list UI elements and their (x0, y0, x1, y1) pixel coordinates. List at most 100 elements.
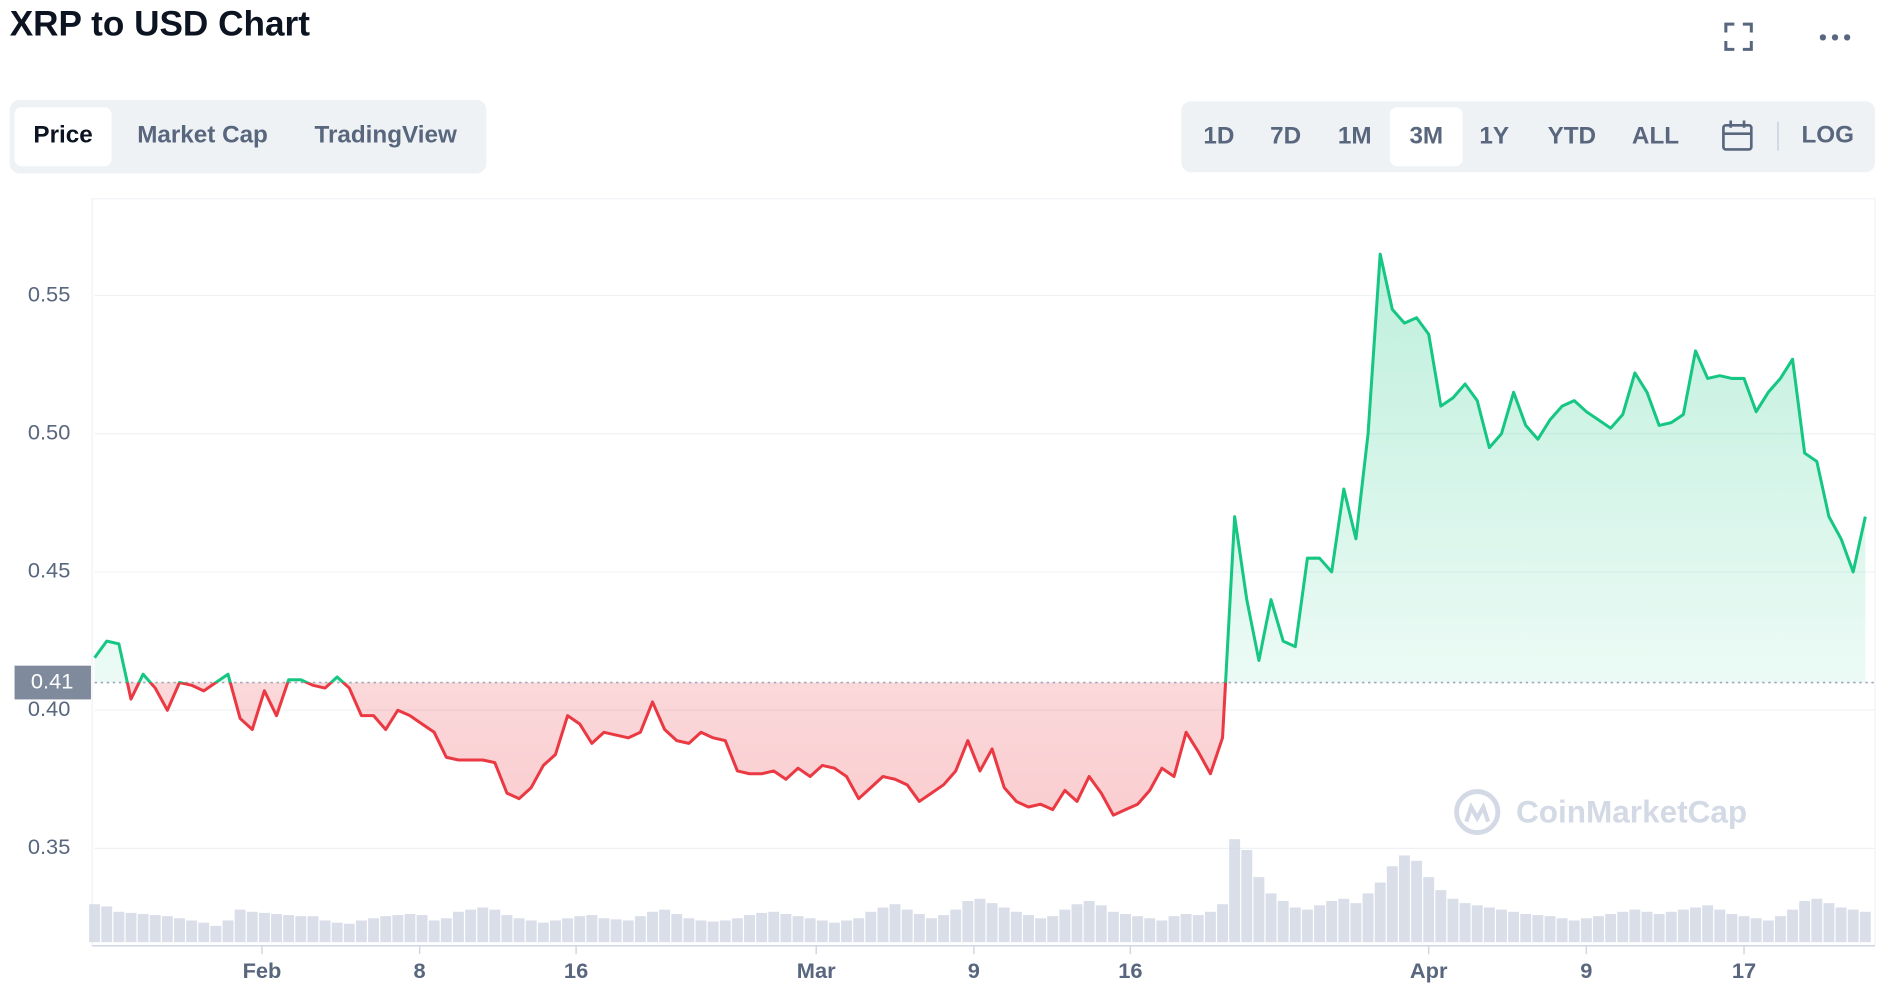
volume-bar (1617, 911, 1629, 943)
volume-bar (174, 918, 185, 943)
volume-bars (89, 839, 1871, 943)
volume-bar (1653, 913, 1665, 943)
volume-bar (1496, 909, 1507, 943)
y-tick-label: 0.35 (28, 834, 70, 859)
range-button[interactable]: 7D (1270, 123, 1301, 150)
volume-bar (1010, 911, 1022, 943)
volume-bar (865, 911, 877, 943)
volume-bar (222, 920, 234, 943)
volume-bar (89, 904, 101, 943)
volume-bar (1483, 907, 1495, 943)
volume-bar (1738, 916, 1750, 943)
volume-bar (598, 918, 610, 943)
tab-group (9, 100, 487, 174)
volume-bar (816, 920, 828, 943)
volume-bar (1568, 920, 1580, 943)
volume-bar (1629, 909, 1641, 943)
volume-bar (731, 918, 743, 943)
volume-bar (1217, 904, 1228, 943)
tab[interactable]: TradingView (315, 122, 458, 149)
volume-bar (1423, 877, 1435, 943)
volume-bar (1690, 907, 1701, 943)
log-button[interactable]: LOG (1801, 122, 1854, 149)
volume-bar (1556, 918, 1568, 943)
volume-bar (319, 920, 331, 943)
volume-bar (1799, 900, 1811, 943)
volume-bar (574, 916, 586, 943)
volume-bar (1665, 911, 1677, 943)
range-group (1181, 101, 1876, 173)
range-button[interactable]: 1Y (1479, 123, 1509, 150)
volume-bar (1677, 909, 1689, 943)
volume-bar (489, 909, 501, 943)
range-active-bg (1389, 107, 1463, 167)
volume-bar (513, 918, 525, 943)
volume-bar (1241, 850, 1253, 943)
volume-bar (1047, 916, 1059, 943)
volume-bar (1229, 839, 1241, 943)
volume-bar (562, 918, 574, 943)
baseline-label-bg (14, 665, 91, 700)
volume-bar (1362, 893, 1374, 943)
volume-bar (1411, 860, 1423, 943)
volume-bar (501, 915, 513, 943)
watermark-text: CoinMarketCap (1516, 795, 1747, 830)
fullscreen-button[interactable] (1724, 22, 1753, 51)
volume-bar (1083, 900, 1095, 943)
volume-bar (331, 922, 343, 943)
volume-bar (1120, 913, 1131, 943)
volume-bar (1447, 898, 1459, 943)
price-line-up (93, 252, 1867, 683)
volume-bar (1726, 913, 1738, 943)
volume-bar (198, 922, 210, 943)
volume-bar (925, 918, 937, 943)
range-button[interactable]: 3M (1409, 123, 1443, 150)
volume-bar (343, 923, 355, 943)
volume-bar (780, 913, 792, 943)
volume-bar (1386, 866, 1398, 943)
volume-bar (1289, 907, 1301, 943)
volume-bar (901, 909, 913, 943)
volume-bar (974, 898, 986, 943)
volume-bar (525, 920, 537, 943)
volume-bar (634, 916, 646, 943)
volume-bar (671, 913, 683, 943)
x-tick-label: 16 (564, 958, 588, 983)
range-button[interactable]: ALL (1632, 123, 1679, 150)
volume-bar (1035, 918, 1047, 943)
x-tick-label: Feb (243, 958, 282, 983)
volume-bar (101, 906, 113, 943)
volume-bar (1702, 905, 1714, 943)
volume-bar (392, 915, 404, 943)
calendar-button[interactable] (1722, 120, 1753, 151)
volume-bar (1544, 916, 1556, 943)
range-button[interactable]: 1M (1338, 123, 1372, 150)
tab[interactable]: Price (33, 122, 92, 149)
volume-bar (1859, 911, 1871, 943)
volume-bar (550, 920, 561, 943)
volume-bar (889, 904, 901, 943)
volume-bar (149, 915, 161, 943)
range-button[interactable]: YTD (1548, 123, 1596, 150)
volume-bar (1459, 903, 1471, 943)
tab[interactable]: Market Cap (137, 122, 268, 149)
volume-bar (1398, 855, 1410, 943)
volume-bar (1107, 911, 1119, 943)
volume-bar (404, 913, 416, 943)
volume-bar (307, 916, 319, 943)
range-button[interactable]: 1D (1203, 123, 1234, 150)
volume-bar (246, 911, 258, 943)
volume-bar (283, 915, 295, 943)
volume-bar (428, 920, 440, 943)
more-button[interactable] (1819, 34, 1851, 41)
volume-bar (1374, 882, 1386, 943)
volume-bar (465, 909, 477, 943)
volume-bar (1265, 893, 1277, 943)
volume-bar (744, 915, 755, 943)
volume-bar (258, 912, 270, 943)
volume-bar (1253, 877, 1265, 943)
x-tick-label: Apr (1410, 958, 1448, 983)
volume-bar (659, 909, 671, 943)
chart-title: XRP to USD Chart (10, 5, 311, 44)
